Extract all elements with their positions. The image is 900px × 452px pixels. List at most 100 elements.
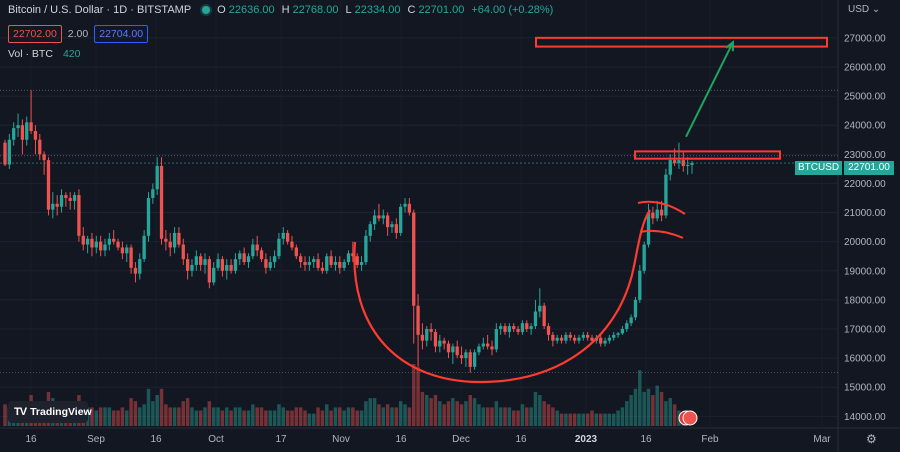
volume-bar <box>442 404 446 426</box>
candle-body <box>255 244 259 251</box>
candle-body <box>133 267 138 274</box>
volume-bar <box>668 398 672 426</box>
arrow-head <box>725 40 735 52</box>
symbol-title[interactable]: Bitcoin / U.S. Dollar · 1D · BITSTAMP <box>8 4 192 16</box>
candle-body <box>516 329 520 332</box>
volume-bar <box>468 395 472 426</box>
volume-bar <box>90 407 94 426</box>
x-tick-label: 16 <box>640 434 652 445</box>
volume-bar <box>672 404 677 426</box>
volume-bar <box>133 401 138 426</box>
candle-body <box>568 334 572 338</box>
volume-bar <box>359 410 364 426</box>
volume-bar <box>616 410 620 426</box>
volume-bar <box>590 410 594 426</box>
volume-bar <box>342 410 346 426</box>
resistance-rectangle <box>634 150 781 160</box>
candle-body <box>299 256 303 263</box>
volume-bar <box>311 413 316 426</box>
volume-bar <box>255 407 259 426</box>
chevron-down-icon: ⌄ <box>871 4 881 15</box>
candle-body <box>294 247 298 257</box>
volume-bar <box>629 395 633 426</box>
candle-body <box>59 195 64 207</box>
candle-body <box>477 346 481 353</box>
candle-body <box>525 323 529 330</box>
y-tick-label: 18000.00 <box>844 295 886 306</box>
candle-body <box>20 125 25 140</box>
volume-bar <box>464 401 468 426</box>
candle-body <box>572 337 577 341</box>
y-tick-label: 20000.00 <box>844 237 886 248</box>
volume-bar <box>242 410 246 426</box>
currency-selector[interactable]: USD ⌄ <box>848 4 880 15</box>
candle-body <box>459 355 464 359</box>
candle-body <box>616 333 620 335</box>
candle-body <box>655 209 659 219</box>
candle-body <box>351 253 355 257</box>
candle-body <box>629 317 633 324</box>
candle-body <box>172 232 177 248</box>
candle-body <box>520 323 525 332</box>
candle-body <box>151 189 155 198</box>
candle-body <box>7 139 12 165</box>
y-tick-label: 14000.00 <box>844 412 886 423</box>
candle-body <box>512 326 516 330</box>
volume-bar <box>138 407 142 426</box>
candle-body <box>68 197 72 201</box>
candle-body <box>129 247 133 268</box>
sell-button[interactable]: 22702.00 <box>8 25 62 43</box>
volume-bar <box>564 413 568 426</box>
volume-bar <box>94 410 99 426</box>
volume-bar <box>272 410 277 426</box>
candle-body <box>277 238 281 257</box>
volume-bar <box>425 395 429 426</box>
volume-bar <box>351 407 355 426</box>
candle-body <box>312 259 316 263</box>
volume-bar <box>381 407 386 426</box>
volume-bar <box>290 410 294 426</box>
buy-button[interactable]: 22704.00 <box>94 25 149 43</box>
currency-label: USD <box>848 4 870 15</box>
candle-body <box>368 224 372 236</box>
volume-bar <box>211 407 216 426</box>
tradingview-mark-icon: TV <box>14 406 27 418</box>
candle-body <box>64 195 68 198</box>
candle-body <box>620 329 625 334</box>
candle-body <box>590 337 594 341</box>
volume-bar <box>403 404 407 426</box>
volume-bar <box>116 410 120 426</box>
volume-bar <box>455 401 459 426</box>
candle-body <box>242 253 246 263</box>
candle-body <box>220 259 225 271</box>
candle-body <box>185 259 190 271</box>
time-axis[interactable]: 16 Sep 16 Oct 17 Nov 16 Dec 16 2023 16 Feb Mar <box>25 434 831 445</box>
x-tick-label: Dec <box>452 434 470 445</box>
candle-body <box>394 224 398 233</box>
candle-body <box>646 212 651 245</box>
candle-body <box>42 154 46 161</box>
candle-body <box>125 247 129 254</box>
volume-bar <box>159 388 164 426</box>
candle-body <box>216 259 220 268</box>
volume-label[interactable]: Vol · BTC <box>8 48 53 60</box>
candle-body <box>542 305 546 327</box>
volume-bar <box>507 407 512 426</box>
volume-bar <box>420 391 425 426</box>
volume-bar <box>607 413 612 426</box>
volume-bar <box>451 398 455 426</box>
tradingview-logo[interactable]: TV TradingView <box>8 401 92 423</box>
volume-bar <box>433 395 438 426</box>
market-open-icon <box>202 6 211 14</box>
candle-body <box>3 142 7 165</box>
settings-gear-icon[interactable]: ⚙ <box>866 432 877 446</box>
candle-body <box>564 334 568 341</box>
price-axis[interactable]: 14000.00 15000.00 16000.00 17000.00 18000.00… <box>844 33 886 423</box>
volume-bar <box>325 404 329 426</box>
volume-bar <box>642 391 646 426</box>
candle-body <box>77 195 81 236</box>
volume-bar <box>620 407 625 426</box>
candle-body <box>164 238 168 242</box>
